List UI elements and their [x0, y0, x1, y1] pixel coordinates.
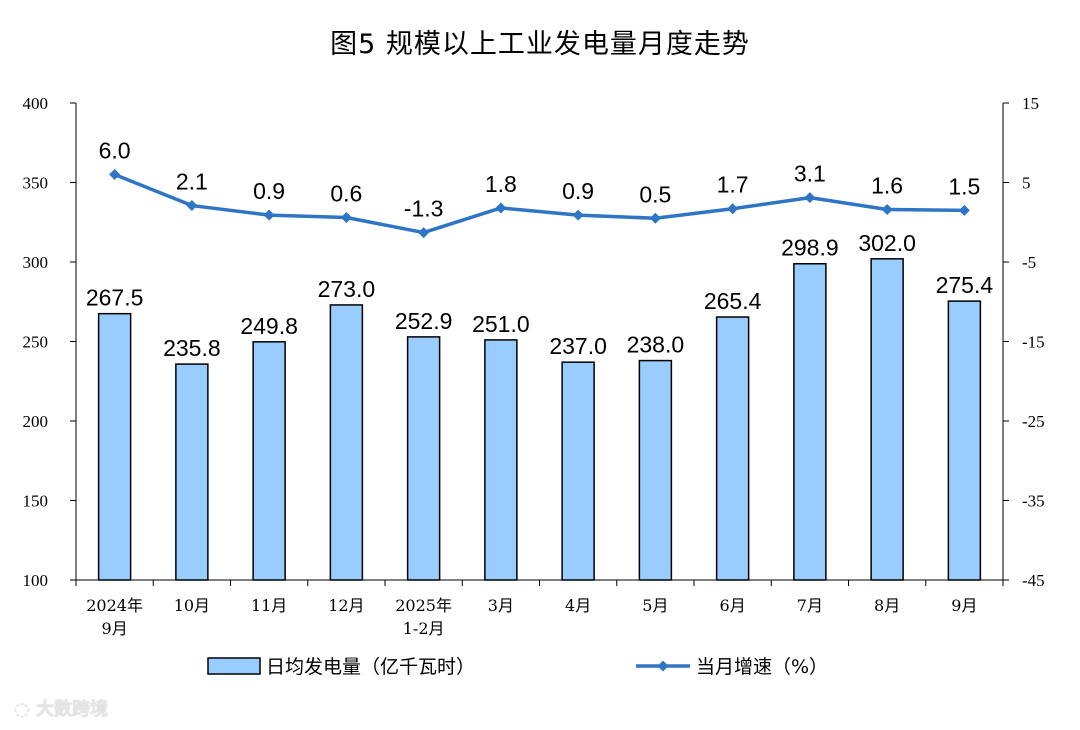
bar-labels: 267.5 235.8 249.8 273.0 252.9 251.0 237.0 238.0… — [86, 230, 994, 361]
legend-line-marker — [657, 660, 669, 672]
right-tick-label: -5 — [1022, 253, 1036, 272]
line-value-label: 0.6 — [330, 180, 362, 206]
bar-value-label: 267.5 — [86, 285, 144, 311]
bar-value-label: 249.8 — [240, 313, 298, 339]
x-tick-label: 2024年 — [86, 596, 143, 615]
axes: 100 150 200 250 300 350 400 -45 -35 -25 -15 -5 5 15 — [23, 94, 1045, 590]
bar — [715, 316, 750, 581]
bar-value-label: 273.0 — [318, 276, 376, 302]
line-value-label: 0.9 — [562, 178, 594, 204]
line-marker — [804, 192, 816, 204]
right-tick-label: 5 — [1022, 174, 1031, 193]
x-tick-label: 7月 — [797, 596, 823, 615]
left-tick-label: 300 — [23, 253, 49, 272]
x-tick-label: 6月 — [720, 596, 746, 615]
line-marker — [727, 203, 739, 215]
x-tick-label: 12月 — [328, 596, 364, 615]
line-path — [113, 172, 965, 235]
bar — [870, 258, 904, 581]
right-tick-label: -15 — [1022, 333, 1045, 352]
line-value-label: -1.3 — [404, 196, 444, 222]
bar — [406, 336, 441, 581]
line-value-label: 1.8 — [485, 171, 517, 197]
bar — [793, 262, 827, 581]
line-value-label: 1.6 — [871, 173, 903, 199]
watermark-logo-icon: ◌ — [14, 699, 30, 720]
bar — [175, 363, 209, 581]
x-tick-label: 10月 — [174, 596, 210, 615]
bar — [329, 304, 364, 581]
bar-value-label: 235.8 — [163, 335, 221, 361]
line-value-label: 3.1 — [794, 161, 826, 187]
line-marker — [495, 202, 507, 214]
line-marker — [572, 209, 584, 221]
right-tick-label: -35 — [1022, 492, 1045, 511]
bar-value-label: 265.4 — [704, 288, 762, 314]
bar-value-label: 302.0 — [858, 230, 916, 256]
line-marker — [263, 209, 275, 221]
left-tick-label: 250 — [23, 333, 49, 352]
line-marker — [109, 169, 121, 181]
bar-value-label: 275.4 — [936, 272, 994, 298]
bars — [97, 258, 982, 581]
line-marker — [958, 204, 970, 216]
line-labels: 6.0 2.1 0.9 0.6 -1.3 1.8 0.9 0.5 1.7 3.1 1.6 1.5 — [99, 138, 981, 222]
line-marker — [881, 204, 893, 216]
left-tick-label: 100 — [23, 571, 49, 590]
left-tick-label: 150 — [23, 492, 49, 511]
bar — [484, 339, 518, 581]
bar — [97, 312, 132, 581]
right-tick-label: 15 — [1022, 94, 1039, 113]
left-tick-label: 400 — [23, 94, 49, 113]
line-marker — [418, 227, 430, 239]
bar-value-label: 298.9 — [781, 235, 839, 261]
line-value-label: 6.0 — [99, 138, 131, 164]
watermark-text: 大数跨境 — [36, 699, 108, 720]
bar-value-label: 238.0 — [627, 332, 685, 358]
bar — [252, 341, 286, 581]
bar-value-label: 251.0 — [472, 311, 530, 337]
line-value-label: 1.7 — [717, 172, 749, 198]
legend-bar-label: 日均发电量（亿千瓦时） — [266, 656, 475, 678]
x-tick-label: 3月 — [488, 596, 514, 615]
chart-title: 图5 规模以上工业发电量月度走势 — [330, 29, 750, 60]
line-value-label: 0.5 — [639, 181, 671, 207]
x-tick-label: 4月 — [565, 596, 591, 615]
left-tick-label: 200 — [23, 412, 49, 431]
bar — [561, 361, 595, 581]
line-value-label: 2.1 — [176, 169, 208, 195]
x-tick-label: 8月 — [874, 596, 900, 615]
bar-value-label: 252.9 — [395, 308, 453, 334]
x-tick-label: 9月 — [951, 596, 977, 615]
x-ticks: 2024年 9月 10月 11月 12月 2025年 1-2月 3月 4月 5月 6月 7月 8月 9月 — [86, 596, 977, 638]
legend-line-label: 当月增速（%） — [696, 656, 828, 678]
line-value-label: 1.5 — [948, 173, 980, 199]
line-marker — [186, 200, 198, 212]
legend: 日均发电量（亿千瓦时） 当月增速（%） — [207, 656, 828, 678]
x-tick-label: 1-2月 — [403, 619, 445, 638]
x-tick-label: 11月 — [251, 596, 287, 615]
x-tick-label: 9月 — [102, 619, 128, 638]
right-tick-label: -45 — [1022, 571, 1045, 590]
bar — [947, 300, 982, 581]
x-tick-label: 5月 — [642, 596, 668, 615]
line-series — [109, 169, 970, 239]
watermark: ◌ 大数跨境 — [14, 695, 108, 721]
bar-value-label: 237.0 — [549, 333, 607, 359]
left-tick-label: 350 — [23, 174, 49, 193]
legend-bar-swatch — [207, 657, 261, 675]
line-marker — [340, 211, 352, 223]
line-marker — [649, 212, 661, 224]
right-tick-label: -25 — [1022, 412, 1045, 431]
bar — [638, 359, 673, 581]
x-tick-label: 2025年 — [395, 596, 452, 615]
line-value-label: 0.9 — [253, 178, 285, 204]
